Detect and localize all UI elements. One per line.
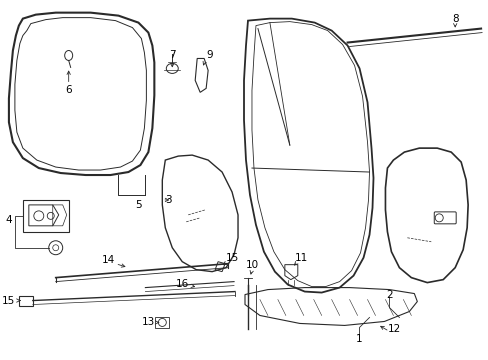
- Text: 11: 11: [295, 253, 308, 263]
- Text: 16: 16: [175, 279, 188, 289]
- Text: 15: 15: [2, 296, 16, 306]
- Text: 9: 9: [206, 50, 213, 60]
- Text: 4: 4: [5, 215, 12, 225]
- Text: 13: 13: [142, 318, 155, 328]
- Text: 8: 8: [451, 14, 458, 24]
- Text: 5: 5: [135, 200, 142, 210]
- Text: 14: 14: [102, 255, 115, 265]
- Text: 12: 12: [387, 324, 400, 334]
- Text: 15: 15: [225, 253, 238, 263]
- Text: 10: 10: [245, 260, 258, 270]
- Text: 2: 2: [386, 289, 392, 300]
- Text: 7: 7: [169, 50, 175, 60]
- Text: 1: 1: [356, 334, 362, 345]
- Text: 3: 3: [164, 195, 171, 205]
- Text: 6: 6: [65, 85, 72, 95]
